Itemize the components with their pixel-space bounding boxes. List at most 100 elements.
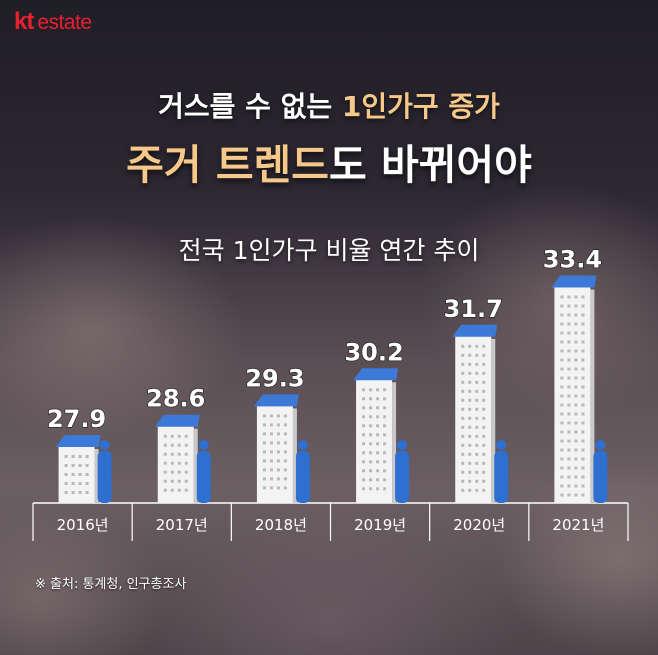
- building-window: [269, 468, 273, 472]
- building-window: [567, 394, 571, 398]
- building-window: [461, 452, 465, 456]
- building-window: [283, 441, 287, 445]
- building-side: [590, 289, 595, 503]
- building-window: [71, 491, 75, 494]
- building-window: [468, 443, 472, 447]
- building-window: [276, 459, 280, 463]
- source-note: ※ 출처: 통계청, 인구총조사: [35, 577, 187, 592]
- building-window: [482, 344, 486, 348]
- building-window: [383, 469, 387, 473]
- building-window: [362, 469, 366, 473]
- building-window: [362, 424, 366, 428]
- building-window: [163, 488, 167, 492]
- headline-line2: 주거 트렌드도 바뀌어야: [0, 131, 658, 191]
- bar: [58, 443, 95, 503]
- building-window: [560, 430, 564, 434]
- building-window: [376, 478, 380, 482]
- building-window: [369, 424, 373, 428]
- building-window: [581, 448, 585, 452]
- building-window: [581, 439, 585, 443]
- building-window: [482, 461, 486, 465]
- building-window: [468, 362, 472, 366]
- building-window: [567, 448, 571, 452]
- x-tick-label: 2017년: [156, 516, 208, 534]
- building-window: [269, 423, 273, 427]
- building-window: [574, 421, 578, 425]
- building-window: [170, 479, 174, 483]
- building-window: [581, 430, 585, 434]
- building-window: [468, 371, 472, 375]
- bar-roof: [551, 275, 597, 288]
- building-window: [475, 380, 479, 384]
- bar: [256, 402, 293, 503]
- building-window: [560, 340, 564, 344]
- bar: [455, 332, 492, 503]
- building-window: [482, 380, 486, 384]
- building-window: [482, 488, 486, 492]
- data-label: 30.2: [344, 338, 403, 366]
- building-window: [383, 388, 387, 392]
- bar-roof: [353, 368, 399, 381]
- building-window: [269, 486, 273, 490]
- building-window: [581, 475, 585, 479]
- building-window: [475, 488, 479, 492]
- building-window: [574, 403, 578, 407]
- building-window: [170, 443, 174, 447]
- building-window: [461, 470, 465, 474]
- building-window: [362, 388, 366, 392]
- building-window: [163, 434, 167, 438]
- building-window: [376, 451, 380, 455]
- logo-estate: estate: [37, 11, 92, 34]
- building-window: [468, 452, 472, 456]
- building-window: [376, 424, 380, 428]
- building-window: [574, 475, 578, 479]
- building-side: [94, 449, 99, 503]
- building-window: [482, 407, 486, 411]
- building-window: [560, 349, 564, 353]
- building-window: [269, 450, 273, 454]
- building-window: [71, 464, 75, 467]
- building-window: [383, 442, 387, 446]
- building-window: [376, 415, 380, 419]
- building-window: [581, 331, 585, 335]
- building-window: [560, 475, 564, 479]
- building-window: [170, 470, 174, 474]
- building-window: [581, 394, 585, 398]
- building-window: [560, 385, 564, 389]
- person-icon-body: [593, 451, 608, 503]
- building-window: [383, 433, 387, 437]
- building-window: [362, 406, 366, 410]
- person-icon-head: [297, 440, 308, 450]
- building-window: [262, 459, 266, 463]
- person-icon-body: [494, 451, 509, 503]
- building-window: [468, 479, 472, 483]
- building-window: [461, 443, 465, 447]
- building-window: [581, 457, 585, 461]
- building-window: [567, 421, 571, 425]
- building-window: [461, 407, 465, 411]
- building-window: [468, 416, 472, 420]
- building-window: [581, 493, 585, 497]
- building-window: [567, 457, 571, 461]
- building-window: [461, 488, 465, 492]
- building-window: [78, 482, 82, 485]
- x-tick-label: 2018년: [255, 516, 307, 534]
- building-window: [567, 358, 571, 362]
- building-window: [376, 388, 380, 392]
- building-window: [170, 434, 174, 438]
- person-icon-head: [99, 440, 110, 450]
- building-window: [461, 461, 465, 465]
- person-icon-head: [397, 440, 408, 450]
- building-window: [177, 470, 181, 474]
- building-window: [283, 468, 287, 472]
- building-window: [574, 466, 578, 470]
- building-window: [369, 451, 373, 455]
- building-window: [574, 448, 578, 452]
- building-window: [78, 455, 82, 458]
- building-window: [482, 425, 486, 429]
- building-window: [362, 442, 366, 446]
- x-tick-label: 2020년: [453, 516, 505, 534]
- building-window: [468, 470, 472, 474]
- building-window: [468, 434, 472, 438]
- building-window: [276, 423, 280, 427]
